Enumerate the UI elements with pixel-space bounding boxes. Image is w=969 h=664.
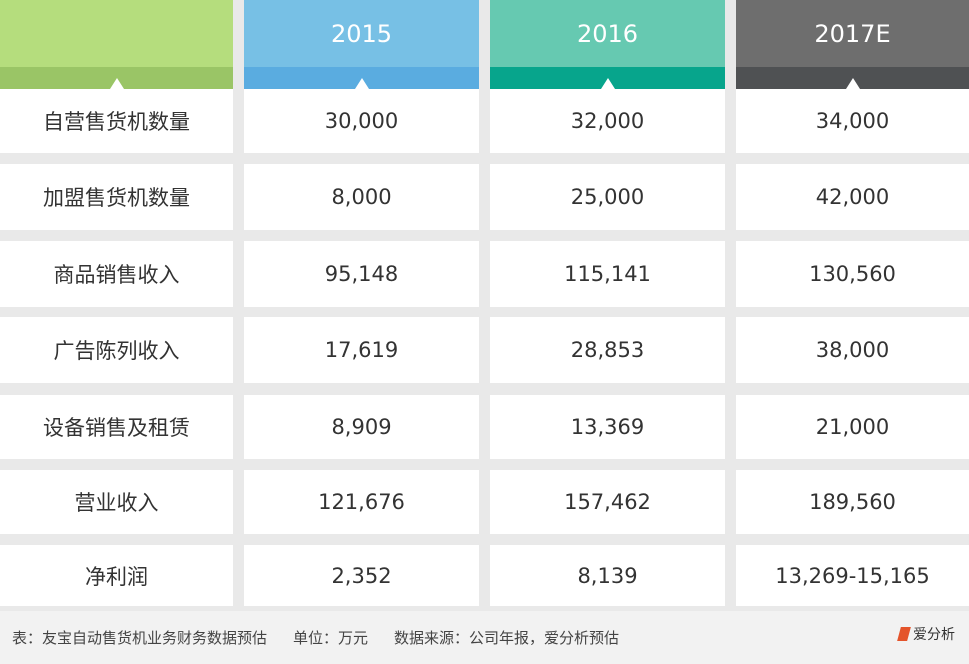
column-header-label: 2015 xyxy=(244,0,479,67)
row-label: 营业收入 xyxy=(0,470,233,534)
logo-mark-icon xyxy=(897,627,911,641)
column-header-label xyxy=(0,0,233,67)
row-label: 自营售货机数量 xyxy=(0,89,233,153)
row-label: 加盟售货机数量 xyxy=(0,164,233,230)
header-pointer-icon xyxy=(109,78,124,89)
table-cell: 38,000 xyxy=(736,317,969,383)
header-blank xyxy=(0,0,233,89)
table-cell: 121,676 xyxy=(244,470,479,534)
table-cell: 130,560 xyxy=(736,241,969,307)
table-cell: 25,000 xyxy=(490,164,725,230)
column-header-2015: 2015 xyxy=(244,0,479,89)
table-cell: 8,139 xyxy=(490,545,725,606)
table-cell: 13,369 xyxy=(490,395,725,459)
table-cell: 32,000 xyxy=(490,89,725,153)
logo-text: 爱分析 xyxy=(913,627,955,643)
row-label: 设备销售及租赁 xyxy=(0,395,233,459)
table-cell: 95,148 xyxy=(244,241,479,307)
row-label: 广告陈列收入 xyxy=(0,317,233,383)
table-cell: 13,269-15,165 xyxy=(736,545,969,606)
table-cell: 30,000 xyxy=(244,89,479,153)
row-label: 净利润 xyxy=(0,545,233,606)
table-footer: 表：友宝自动售货机业务财务数据预估 单位：万元 数据来源：公司年报，爱分析预估 xyxy=(0,611,969,664)
table-cell: 8,909 xyxy=(244,395,479,459)
unit-note: 单位：万元 xyxy=(293,629,369,647)
header-pointer-icon xyxy=(354,78,369,89)
column-header-2017E: 2017E xyxy=(736,0,969,89)
table-cell: 157,462 xyxy=(490,470,725,534)
table-cell: 21,000 xyxy=(736,395,969,459)
header-pointer-icon xyxy=(600,78,615,89)
row-label: 商品销售收入 xyxy=(0,241,233,307)
table-cell: 2,352 xyxy=(244,545,479,606)
table-cell: 115,141 xyxy=(490,241,725,307)
table-cell: 189,560 xyxy=(736,470,969,534)
table-caption: 表：友宝自动售货机业务财务数据预估 xyxy=(12,629,268,647)
header-pointer-icon xyxy=(845,78,860,89)
table-cell: 8,000 xyxy=(244,164,479,230)
source-note: 数据来源：公司年报，爱分析预估 xyxy=(394,629,620,647)
table-cell: 28,853 xyxy=(490,317,725,383)
table-cell: 17,619 xyxy=(244,317,479,383)
column-header-label: 2017E xyxy=(736,0,969,67)
column-header-2016: 2016 xyxy=(490,0,725,89)
logo: 爱分析 xyxy=(897,624,955,644)
table-cell: 42,000 xyxy=(736,164,969,230)
column-header-label: 2016 xyxy=(490,0,725,67)
table-cell: 34,000 xyxy=(736,89,969,153)
